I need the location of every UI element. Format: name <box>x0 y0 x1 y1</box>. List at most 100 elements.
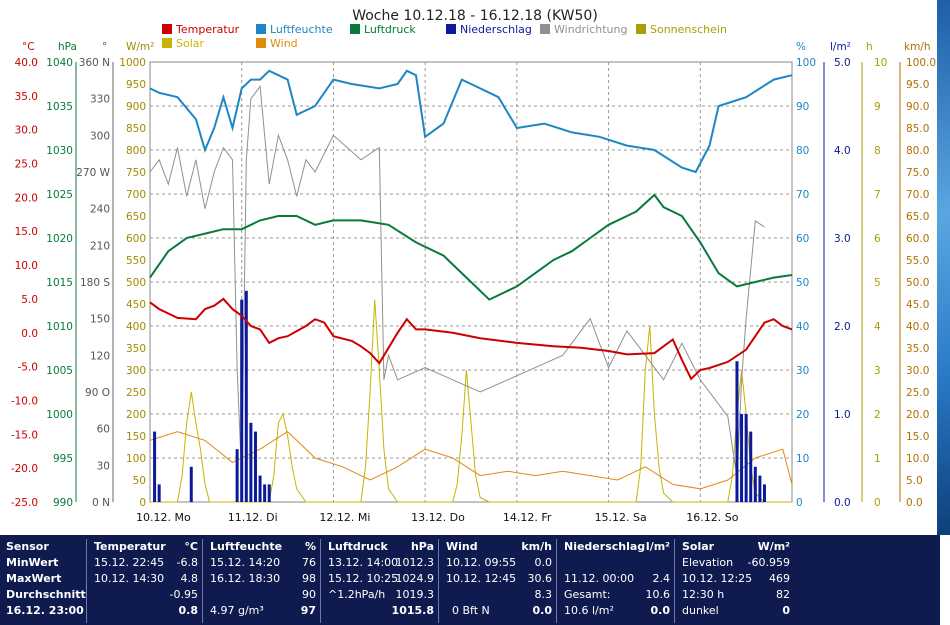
hum-current: 97 <box>300 604 316 617</box>
wind-min-value: 0.0 <box>534 556 553 569</box>
rain-tick-label: 0.0 <box>834 497 851 509</box>
solar-tick-label: 950 <box>126 79 146 91</box>
solar-tick-label: 750 <box>126 167 146 179</box>
wind-tick-label: 5.0 <box>906 475 923 487</box>
legend-swatch <box>162 24 172 34</box>
sun-tick-label: 4 <box>874 321 881 333</box>
sun-tick-label: 5 <box>874 277 881 289</box>
solar-max-time: 10.12. 12:25 <box>682 572 753 585</box>
rain-tick-label: 1.0 <box>834 409 851 421</box>
legend-swatch <box>162 38 172 48</box>
solar-avg-value: 82 <box>776 588 790 601</box>
sensor-row-max: MaxWert <box>6 572 62 585</box>
rain-bar <box>735 361 739 502</box>
winddir-tick-label: 300 <box>90 130 110 142</box>
wind-tick-label: 60.0 <box>906 233 929 245</box>
temp-tick-label: 40.0 <box>15 57 38 69</box>
legend-label: Luftfeuchte <box>270 23 333 36</box>
wind-unit: km/h <box>521 540 552 553</box>
press-tick-label: 995 <box>53 453 73 465</box>
temp-tick-label: -25.0 <box>11 497 38 509</box>
press-tick-label: 1030 <box>46 145 73 157</box>
solar-tick-label: 850 <box>126 123 146 135</box>
col-temperatur: Temperatur °C 15.12. 22:45 -6.8 10.12. 14:… <box>92 539 203 623</box>
hum-min-value: 76 <box>302 556 316 569</box>
legend-label: Sonnenschein <box>650 23 727 36</box>
wind-tick-label: 25.0 <box>906 387 929 399</box>
solar-tick-label: 50 <box>133 475 146 487</box>
x-tick-label: 14.12. Fr <box>503 511 552 524</box>
press-tick-label: 1005 <box>46 365 73 377</box>
rain-bar <box>753 466 757 502</box>
press-tick-label: 1040 <box>46 57 73 69</box>
solar-tick-label: 550 <box>126 255 146 267</box>
winddir-tick-label: 60 <box>97 424 110 436</box>
temp-tick-label: -15.0 <box>11 429 38 441</box>
hum-avg-value: 90 <box>302 588 316 601</box>
solar-tick-label: 650 <box>126 211 146 223</box>
winddir-tick-label: 120 <box>90 350 110 362</box>
press-tick-label: 1010 <box>46 321 73 333</box>
wind-tick-label: 55.0 <box>906 255 929 267</box>
legend-label: Niederschlag <box>460 23 532 36</box>
series-line-temperatur <box>149 297 793 381</box>
wind-tick-label: 75.0 <box>906 167 929 179</box>
rain-current: 0.0 <box>650 604 671 617</box>
col-wind: Wind km/h 10.12. 09:55 0.0 10.12. 12:45 30.… <box>444 539 557 623</box>
solar-tick-label: 250 <box>126 387 146 399</box>
sun-tick-label: 9 <box>874 101 881 113</box>
legend-label: Temperatur <box>175 23 240 36</box>
temp-tick-label: 5.0 <box>21 294 38 306</box>
solar-tick-label: 900 <box>126 101 146 113</box>
press-unit: hPa <box>410 540 434 553</box>
temp-max-value: 4.8 <box>180 572 199 585</box>
press-tick-label: 1015 <box>46 277 73 289</box>
winddir-tick-label: 90 O <box>85 387 110 399</box>
wind-tick-label: 20.0 <box>906 409 929 421</box>
solar-tick-label: 500 <box>126 277 146 289</box>
wind-tick-label: 40.0 <box>906 321 929 333</box>
legend-label: Luftdruck <box>364 23 416 36</box>
wind-max-value: 30.6 <box>527 572 553 585</box>
weather-chart: Woche 10.12.18 - 16.12.18 (KW50) Tempera… <box>11 8 936 524</box>
legend: Temperatur Luftfeuchte Luftdruck Niederschl… <box>162 23 727 50</box>
wind-max-time: 10.12. 12:45 <box>446 572 517 585</box>
press-max-value: 1024.9 <box>395 572 435 585</box>
hum-tick-label: 10 <box>796 453 809 465</box>
temp-tick-label: 0.0 <box>21 328 38 340</box>
legend-swatch <box>350 24 360 34</box>
temp-tick-label: -10.0 <box>11 395 38 407</box>
rain-bar <box>157 484 161 502</box>
hum-tick-label: 80 <box>796 145 809 157</box>
wind-avg-value: 8.3 <box>534 588 553 601</box>
winddir-tick-label: 30 <box>97 460 110 472</box>
legend-label: Wind <box>270 37 298 50</box>
hum-tick-label: 70 <box>796 189 809 201</box>
rain-sum: 10.6 l/m² <box>564 604 614 617</box>
sensor-row-avg: Durchschnitt <box>6 588 86 601</box>
winddir-tick-label: 210 <box>90 240 110 252</box>
rain-bar <box>762 484 766 502</box>
solar-tick-label: 700 <box>126 189 146 201</box>
rain-tick-label: 3.0 <box>834 233 851 245</box>
rain-bar <box>749 431 753 502</box>
x-tick-label: 15.12. Sa <box>595 511 647 524</box>
solar-max-value: 469 <box>769 572 790 585</box>
x-tick-label: 10.12. Mo <box>136 511 191 524</box>
rain-total-label: Gesamt: <box>564 588 611 601</box>
press-unit-label: hPa <box>58 41 77 53</box>
rain-max-value: 2.4 <box>652 572 671 585</box>
temp-avg-value: -0.95 <box>169 588 198 601</box>
rain-bar <box>267 484 271 502</box>
temp-tick-label: 35.0 <box>15 91 38 103</box>
legend-label: Windrichtung <box>554 23 627 36</box>
rain-tick-label: 5.0 <box>834 57 851 69</box>
rain-header: Niederschlag <box>564 540 646 553</box>
press-tick-label: 1025 <box>46 189 73 201</box>
solar-tick-label: 450 <box>126 299 146 311</box>
hum-tick-label: 20 <box>796 409 809 421</box>
stats-table: Sensor MinWert MaxWert Durchschnitt 16.1… <box>0 535 940 625</box>
legend-swatch <box>256 38 266 48</box>
sun-tick-label: 8 <box>874 145 881 157</box>
wind-tick-label: 50.0 <box>906 277 929 289</box>
